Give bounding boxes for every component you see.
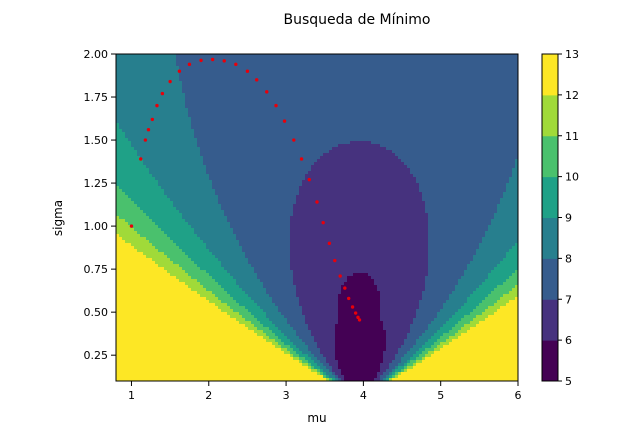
- colorbar-tick-label: 13: [565, 48, 579, 61]
- contour-fills: [116, 54, 519, 382]
- y-tick-label: 0.25: [84, 349, 109, 362]
- path-point: [155, 104, 158, 107]
- x-tick-label: 4: [360, 389, 367, 402]
- path-point: [151, 118, 154, 121]
- colorbar-tick-label: 12: [565, 89, 579, 102]
- y-tick-label: 2.00: [84, 48, 109, 61]
- y-axis-label: sigma: [51, 200, 65, 236]
- path-point: [338, 274, 341, 277]
- y-axis: 0.25 0.50 0.75 1.00 1.25 1.50 1.75 2.00: [84, 48, 117, 362]
- y-tick-label: 1.50: [84, 134, 109, 147]
- colorbar-band: [542, 177, 558, 218]
- y-tick-label: 1.75: [84, 91, 109, 104]
- path-point: [168, 80, 171, 83]
- x-tick-label: 3: [283, 389, 290, 402]
- path-point: [188, 63, 191, 66]
- path-point: [292, 138, 295, 141]
- path-point: [315, 200, 318, 203]
- colorbar-band: [542, 258, 558, 299]
- colorbar-tick-label: 7: [565, 293, 572, 306]
- y-tick-label: 1.25: [84, 177, 109, 190]
- x-tick-label: 2: [205, 389, 212, 402]
- path-point: [139, 157, 142, 160]
- y-tick-label: 0.50: [84, 306, 109, 319]
- path-point: [211, 58, 214, 61]
- x-tick-label: 6: [515, 389, 522, 402]
- x-tick-label: 1: [128, 389, 135, 402]
- colorbar-band: [542, 95, 558, 136]
- path-point: [274, 104, 277, 107]
- x-axis-label: mu: [307, 411, 326, 425]
- path-point: [283, 119, 286, 122]
- path-point: [246, 70, 249, 73]
- path-point: [234, 63, 237, 66]
- path-point: [161, 92, 164, 95]
- path-point: [321, 221, 324, 224]
- path-point: [308, 178, 311, 181]
- chart-title: Busqueda de Mínimo: [284, 12, 431, 28]
- colorbar-tick-label: 9: [565, 212, 572, 225]
- path-point: [178, 70, 181, 73]
- path-point: [265, 90, 268, 93]
- colorbar-band: [542, 340, 558, 381]
- y-tick-label: 0.75: [84, 263, 109, 276]
- path-point: [347, 297, 350, 300]
- colorbar-band: [542, 136, 558, 177]
- path-point: [223, 59, 226, 62]
- path-point: [147, 128, 150, 131]
- colorbar-band: [542, 299, 558, 340]
- path-point: [199, 59, 202, 62]
- colorbar: 5 6 7 8 9 10 11 12 13: [542, 48, 579, 388]
- path-point: [144, 138, 147, 141]
- y-tick-label: 1.00: [84, 220, 109, 233]
- colorbar-tick-label: 10: [565, 171, 579, 184]
- colorbar-tick-label: 8: [565, 252, 572, 265]
- path-point: [343, 286, 346, 289]
- colorbar-band: [542, 218, 558, 259]
- x-axis: 1 2 3 4 5 6: [128, 381, 522, 402]
- path-point: [328, 242, 331, 245]
- colorbar-tick-label: 5: [565, 375, 572, 388]
- x-tick-label: 5: [437, 389, 444, 402]
- path-point: [358, 318, 361, 321]
- path-point: [333, 259, 336, 262]
- colorbar-tick-label: 11: [565, 130, 579, 143]
- path-point: [354, 311, 357, 314]
- path-point: [300, 157, 303, 160]
- colorbar-tick-label: 6: [565, 334, 572, 347]
- colorbar-band: [542, 54, 558, 95]
- plot-area: [116, 54, 519, 382]
- path-point: [130, 224, 133, 227]
- path-point: [255, 78, 258, 81]
- path-point: [351, 305, 354, 308]
